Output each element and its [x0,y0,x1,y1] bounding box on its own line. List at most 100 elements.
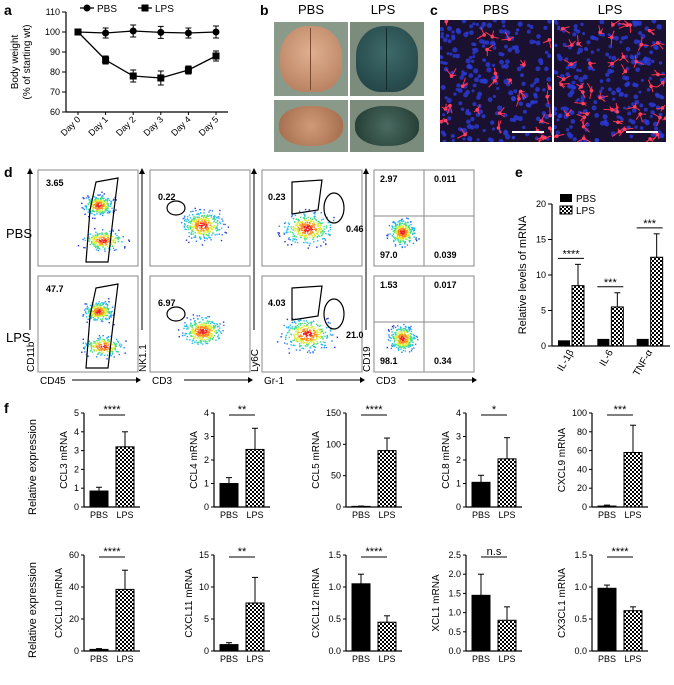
facs-event [98,312,101,315]
facs-event [398,347,400,349]
facs-event [114,344,117,347]
facs-event [92,243,94,245]
facs-event [302,347,305,350]
facs-event [316,246,318,248]
facs-event [190,323,192,325]
facs-event [83,208,86,211]
facs-event [286,343,288,345]
facs-event [389,233,391,235]
facs-event [300,345,302,347]
facs-event [205,324,207,326]
facs-event [294,326,296,328]
facs-event [317,333,319,336]
facs-event [311,335,314,337]
facs-event [97,348,99,350]
nucleus-dot [461,70,465,74]
nucleus-dot [616,115,621,119]
f-xtick-label: PBS [598,654,616,664]
facs-event [198,216,200,219]
facs-event [315,228,318,231]
facs-xlabel: Gr-1 [264,376,284,387]
nucleus-dot [644,26,650,31]
facs-event [222,321,225,323]
facs-event [303,338,306,341]
nucleus-dot [474,77,480,83]
facs-event [220,227,223,229]
facs-event [96,313,99,316]
facs-event [207,229,210,231]
facs-event [401,345,403,348]
microglia-cell [655,132,660,137]
facs-event [219,222,222,225]
facs-y-arrowhead [139,168,145,174]
facs-event [184,332,187,335]
facs-event [196,227,198,229]
facs-event [90,316,93,318]
facs-event [293,226,295,228]
facs-event [125,340,127,342]
facs-event [184,228,186,230]
facs-event [100,346,103,348]
facs-event [199,231,201,233]
panel-b-brain-photos: PBS LPS [268,0,428,160]
facs-event [99,199,102,202]
facs-ylabel: NK1.1 [138,344,149,372]
facs-event [312,224,314,227]
nucleus-dot [544,113,550,120]
facs-event [404,350,407,352]
facs-event [406,217,408,219]
facs-event [82,197,84,199]
facs-event [197,222,200,225]
facs-event [92,240,94,243]
facs-event [305,235,307,237]
nucleus-dot [491,42,496,47]
facs-event [321,234,323,237]
facs-event [305,332,308,335]
nucleus-dot [582,31,586,36]
facs-event [112,199,114,202]
row-label-lps: LPS [6,330,31,345]
facs-event [103,205,105,207]
facs-event [386,234,388,237]
facs-event [117,351,119,353]
facs-event [92,201,95,204]
facs-event [98,209,100,212]
nucleus-dot [608,55,612,59]
facs-event [309,217,312,219]
facs-event [208,327,210,329]
a-ytick-label: 60 [50,107,60,117]
nucleus-dot [468,73,474,78]
facs-event [210,332,212,335]
facs-event [296,241,299,244]
facs-event [105,208,107,211]
nucleus-dot [484,40,490,45]
nucleus-dot [440,60,444,65]
facs-event [286,229,288,231]
facs-event [401,232,404,235]
facs-event [308,234,310,236]
facs-event [403,328,405,330]
f-bar-lps [377,450,397,508]
nucleus-dot [573,24,578,29]
facs-event [195,229,198,232]
facs-event [406,342,408,345]
facs-event [202,324,204,326]
facs-event [217,329,219,331]
nucleus-dot [477,74,482,78]
facs-gate [291,285,323,321]
facs-event [211,330,213,332]
facs-event [97,308,99,310]
facs-event [184,220,186,222]
facs-event [97,352,100,355]
facs-event [84,205,87,207]
e-sig-label: *** [643,218,657,230]
facs-event [104,347,106,349]
e-xtick-label: IL-6 [598,348,616,369]
facs-event [316,231,319,234]
facs-event [92,210,95,212]
facs-event [314,213,316,215]
facs-event [104,349,106,351]
facs-event [320,343,323,346]
facs-event [101,199,103,202]
facs-event [94,242,96,244]
